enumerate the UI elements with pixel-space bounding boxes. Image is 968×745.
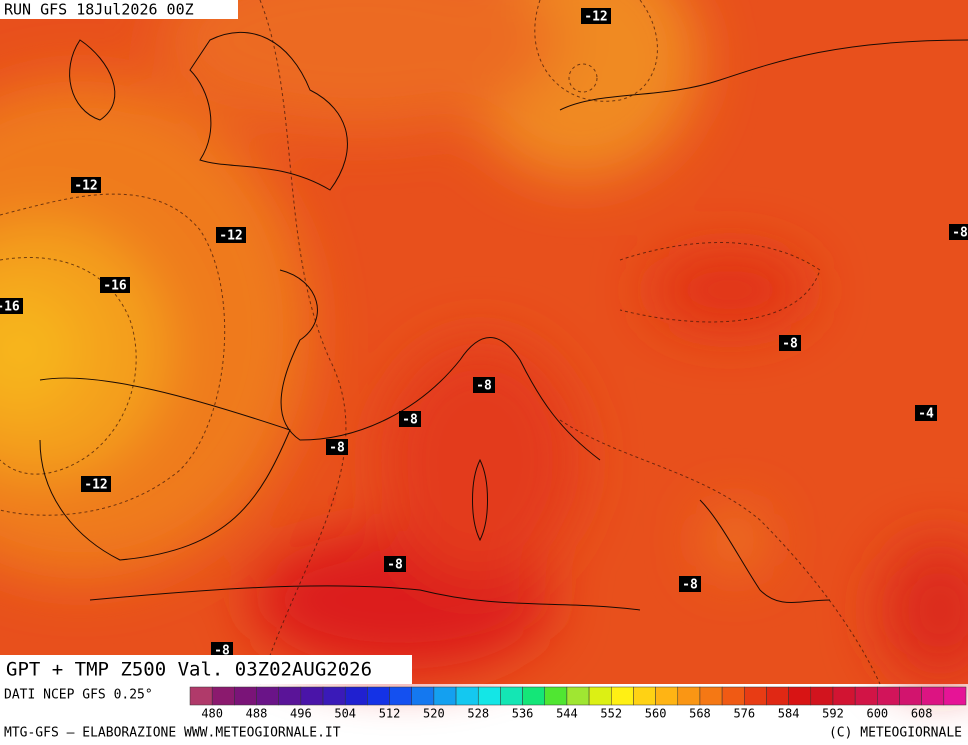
- contour-label-box: [216, 227, 246, 243]
- colorbar-swatch: [322, 686, 346, 706]
- contour-label-box: [71, 177, 101, 193]
- contour-label: -12: [74, 179, 97, 194]
- colorbar-swatch: [477, 686, 501, 706]
- contour-label-box: [915, 405, 937, 421]
- colorbar-swatch: [611, 686, 634, 706]
- contour-label: -8: [682, 578, 698, 593]
- colorbar-swatch: [522, 686, 545, 706]
- colorbar-swatch: [455, 686, 479, 706]
- colorbar-swatch: [899, 686, 922, 706]
- colorbar-swatch: [278, 686, 302, 706]
- colorbar-tick-label: 512: [379, 707, 401, 721]
- colorbar-swatch: [877, 686, 900, 706]
- contour-labels: -12 -12 -12 -16 -16 -8 -8 -8 -8 -4 -12 -8 -8 -8 -8: [0, 8, 968, 659]
- colorbar-tick-label: 584: [778, 707, 800, 721]
- colorbar-tick-label: 480: [201, 707, 223, 721]
- colorbar-swatch: [943, 686, 967, 706]
- contour-lines: [0, 0, 881, 685]
- colorbar-swatch: [433, 686, 457, 706]
- colorbar-swatch: [788, 686, 812, 706]
- colorbar-tick-label: 608: [911, 707, 933, 721]
- colorbar-tick-label: 600: [866, 707, 888, 721]
- colorbar-swatch: [744, 686, 767, 706]
- colorbar: 480 488 496 504 512 520 528 536 544 552 560 568 576 5…: [189, 686, 967, 721]
- colorbar-tick-label: 528: [467, 707, 489, 721]
- colorbar-tick-label: 560: [645, 707, 667, 721]
- colorbar-swatch: [500, 686, 523, 706]
- colorbar-swatch: [721, 686, 745, 706]
- contour-label-box: [384, 556, 406, 572]
- colorbar-tick-label: 488: [246, 707, 268, 721]
- contour-label-box: [326, 439, 348, 455]
- colorbar-swatch: [633, 686, 656, 706]
- colorbar-swatch: [234, 686, 257, 706]
- footer-left: MTG-GFS — ELABORAZIONE WWW.METEOGIORNALE…: [4, 726, 341, 741]
- colorbar-swatch: [699, 686, 723, 706]
- colorbar-tick-label: 536: [512, 707, 534, 721]
- colorbar-swatch: [344, 686, 368, 706]
- contour-label: -8: [214, 644, 230, 659]
- colorbar-tick-label: 520: [423, 707, 445, 721]
- coastlines: [39, 31, 968, 611]
- colorbar-swatch: [389, 686, 412, 706]
- colorbar-swatch: [256, 686, 279, 706]
- contour-label: -12: [584, 10, 607, 25]
- contour-label-box: [581, 8, 611, 24]
- contour-label: -8: [952, 226, 968, 241]
- contour-label: -12: [84, 478, 107, 493]
- colorbar-swatch: [544, 686, 568, 706]
- colorbar-tick-label: 496: [290, 707, 312, 721]
- contour-label-box: [679, 576, 701, 592]
- title-box: [0, 655, 412, 684]
- colorbar-tick-label: 592: [822, 707, 844, 721]
- contour-label: -12: [219, 229, 242, 244]
- colorbar-swatch: [300, 686, 324, 706]
- header-box: [0, 0, 238, 19]
- colorbar-swatch: [832, 686, 856, 706]
- contour-label-box: [949, 224, 968, 240]
- contour-label: -8: [476, 379, 492, 394]
- contour-label-box: [779, 335, 801, 351]
- colorbar-swatch: [211, 686, 235, 706]
- run-label: RUN GFS 18Jul2026 00Z: [4, 1, 194, 19]
- colorbar-tick-label: 544: [556, 707, 578, 721]
- colorbar-swatch: [810, 686, 834, 706]
- contour-label-box: [399, 411, 421, 427]
- colorbar-tick-label: 504: [334, 707, 356, 721]
- colorbar-swatch: [189, 686, 213, 706]
- contour-label-box: [100, 277, 130, 293]
- contour-label: -8: [782, 337, 798, 352]
- contour-label: -16: [103, 279, 127, 294]
- colorbar-tick-label: 576: [733, 707, 755, 721]
- colorbar-swatch: [588, 686, 612, 706]
- colorbar-swatch: [367, 686, 390, 706]
- colorbar-swatch: [566, 686, 590, 706]
- contour-label-box: [0, 298, 23, 314]
- contour-label: -16: [0, 300, 20, 315]
- colorbar-swatch: [921, 686, 945, 706]
- colorbar-swatch: [854, 686, 878, 706]
- colorbar-swatch: [677, 686, 701, 706]
- colorbar-swatch: [411, 686, 435, 706]
- footer-right: (C) METEOGIORNALE: [829, 726, 962, 741]
- source-label: DATI NCEP GFS 0.25°: [4, 688, 153, 703]
- contour-label: -8: [402, 413, 418, 428]
- colorbar-swatch: [655, 686, 679, 706]
- contour-label-box: [81, 476, 111, 492]
- colorbar-tick-label: 568: [689, 707, 711, 721]
- contour-label: -8: [387, 558, 403, 573]
- map-title: GPT + TMP Z500 Val. 03Z02AUG2026: [6, 659, 372, 681]
- contour-label-box: [473, 377, 495, 393]
- colorbar-swatch: [766, 686, 789, 706]
- contour-label: -8: [329, 441, 345, 456]
- contour-label: -4: [918, 407, 934, 422]
- contour-label-box: [211, 642, 233, 658]
- colorbar-tick-label: 552: [600, 707, 622, 721]
